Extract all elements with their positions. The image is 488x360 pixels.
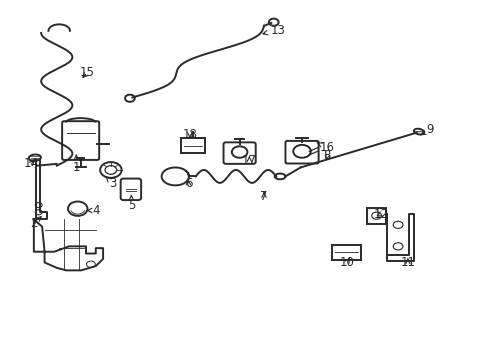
Text: 9: 9 [420,123,433,136]
Text: 16: 16 [316,141,334,154]
Text: 15: 15 [80,66,95,79]
Text: 10: 10 [339,256,354,269]
Text: 13: 13 [263,24,285,37]
Text: 1: 1 [72,155,80,174]
Bar [366,208,385,224]
Text: 3: 3 [106,177,116,190]
Text: 6: 6 [184,177,192,190]
Text: 17: 17 [242,154,256,167]
Bar [181,138,204,153]
Text: 4: 4 [86,204,100,217]
Text: 2: 2 [30,216,41,230]
Bar [331,245,360,260]
Text: 12: 12 [373,208,388,221]
Text: 14: 14 [23,157,39,170]
Text: 11: 11 [400,256,414,269]
Text: 18: 18 [182,127,197,141]
Text: 7: 7 [260,190,267,203]
Text: 8: 8 [323,149,330,162]
Text: 5: 5 [127,195,135,212]
